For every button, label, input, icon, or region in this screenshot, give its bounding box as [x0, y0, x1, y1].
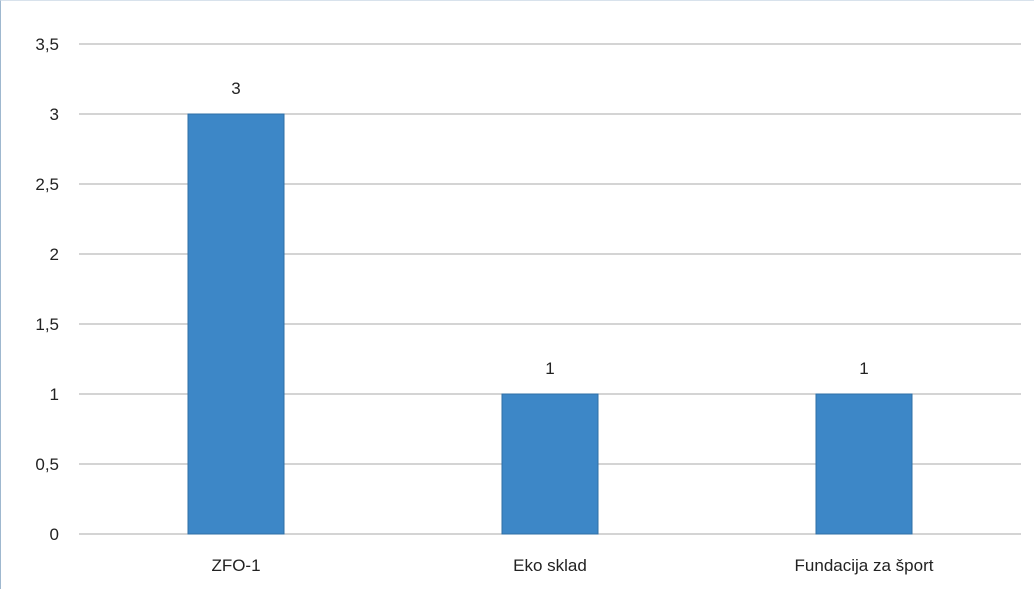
y-tick-label: 0,5 — [35, 455, 59, 474]
bar-zfo-1 — [187, 113, 285, 535]
y-tick-label: 0 — [50, 525, 59, 544]
y-axis-tick-labels: 0 0,5 1 1,5 2 2,5 3 3,5 — [35, 35, 59, 544]
data-label: 1 — [859, 359, 868, 378]
x-category-label: Eko sklad — [513, 556, 587, 575]
y-tick-label: 1,5 — [35, 315, 59, 334]
x-category-label: ZFO-1 — [211, 556, 260, 575]
y-tick-label: 2,5 — [35, 175, 59, 194]
x-axis-category-labels: ZFO-1 Eko sklad Fundacija za šport — [211, 556, 933, 575]
bar-fundacija-za-port — [815, 393, 913, 535]
y-tick-label: 3,5 — [35, 35, 59, 54]
x-category-label: Fundacija za šport — [795, 556, 934, 575]
bars — [187, 113, 913, 535]
y-tick-label: 1 — [50, 385, 59, 404]
data-label: 3 — [231, 79, 240, 98]
y-tick-label: 2 — [50, 245, 59, 264]
data-labels: 3 1 1 — [231, 79, 868, 378]
bar-eko-sklad — [501, 393, 599, 535]
data-label: 1 — [545, 359, 554, 378]
y-tick-label: 3 — [50, 105, 59, 124]
